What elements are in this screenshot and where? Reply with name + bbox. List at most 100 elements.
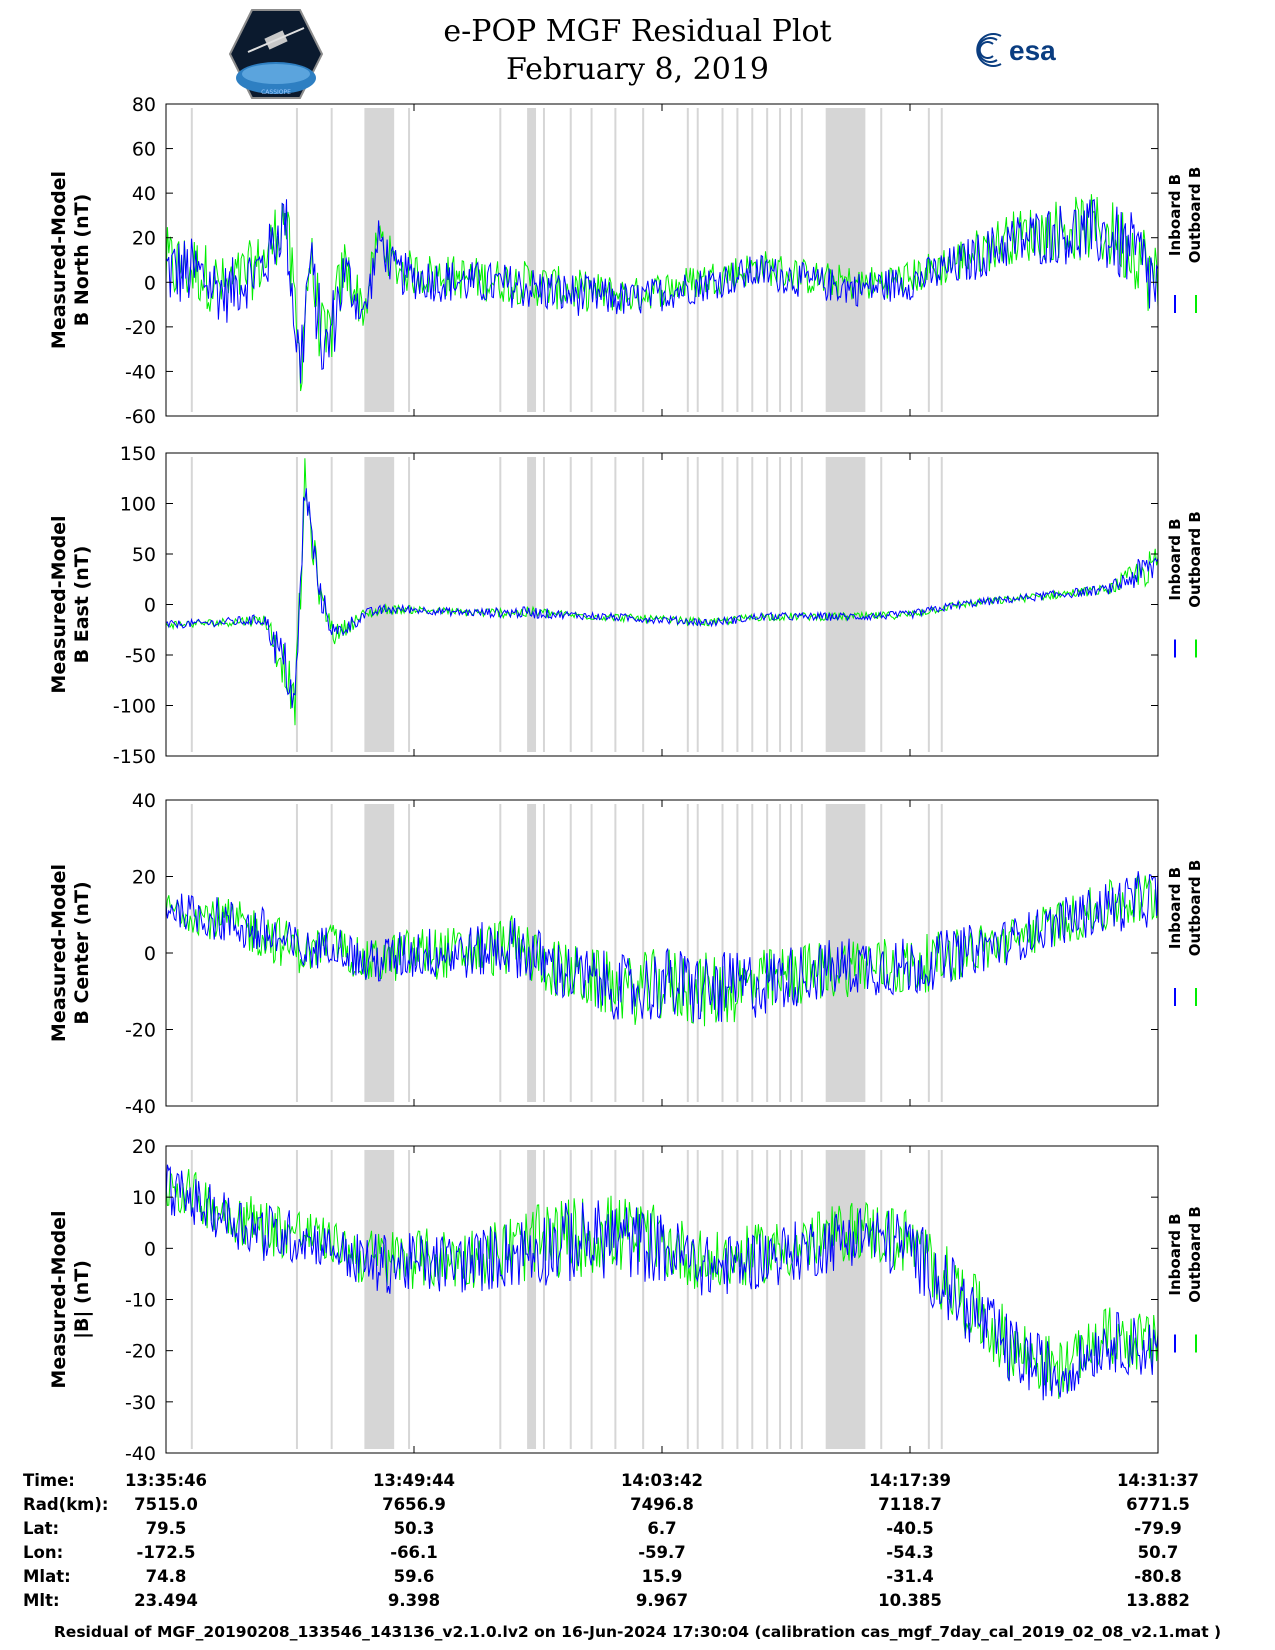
orbit-rad-value: 7515.0	[134, 1495, 198, 1514]
data-gap-band	[295, 1150, 298, 1449]
legend-inboard-label: Inboard B	[1166, 174, 1184, 256]
data-gap-band	[736, 1150, 739, 1449]
data-gap-band	[569, 1150, 572, 1449]
y-axis-label: Measured-Model	[48, 1210, 70, 1388]
plot-date: February 8, 2019	[505, 52, 769, 87]
data-gap-band	[800, 1150, 803, 1449]
y-axis-label: |B| (nT)	[71, 1260, 93, 1339]
y-tick-label: 0	[144, 595, 156, 617]
cassiope-logo: CASSIOPE	[228, 9, 324, 99]
svg-text:esa: esa	[1009, 35, 1056, 66]
legend-inboard-label: Inboard B	[1166, 867, 1184, 949]
data-gap-band	[686, 457, 689, 752]
y-axis-label: Measured-Model	[48, 171, 70, 349]
data-gap-band	[696, 457, 699, 752]
data-gap-band	[880, 108, 883, 412]
y-tick-label: -150	[113, 746, 156, 768]
data-gap-band	[499, 804, 502, 1102]
data-gap-band	[364, 1150, 395, 1449]
data-gap-band	[721, 804, 724, 1102]
data-gap-band	[542, 108, 545, 412]
data-gap-band	[721, 108, 724, 412]
data-gap-band	[789, 1150, 792, 1449]
data-gap-band	[880, 1150, 883, 1449]
orbit-rad-value: 7118.7	[878, 1495, 942, 1514]
data-gap-band	[766, 457, 769, 752]
y-tick-label: -20	[125, 1341, 156, 1363]
data-gap-band	[927, 804, 930, 1102]
data-gap-band	[614, 457, 617, 752]
data-gap-band	[569, 804, 572, 1102]
data-gap-band	[686, 804, 689, 1102]
y-tick-label: 40	[132, 183, 156, 205]
data-gap-band	[590, 1150, 593, 1449]
data-gap-band	[940, 457, 943, 752]
data-gap-band	[614, 108, 617, 412]
y-tick-label: -100	[113, 696, 156, 718]
orbit-lon-value: -172.5	[136, 1543, 195, 1562]
orbit-mlat-value: 74.8	[146, 1567, 187, 1586]
y-tick-label: 60	[132, 139, 156, 161]
y-tick-label: 150	[120, 443, 156, 465]
data-gap-band	[542, 457, 545, 752]
axes-frame	[165, 1145, 1159, 1454]
data-gap-band	[696, 1150, 699, 1449]
orbit-rad-value: 7656.9	[382, 1495, 446, 1514]
legend-inboard-label: Inboard B	[1166, 1213, 1184, 1295]
panel-4: 20 10 0 -10 -20 -30 -40 Measured-Model |B| (nT) I…	[48, 1136, 1204, 1465]
data-gap-band	[736, 457, 739, 752]
data-gap-band	[190, 804, 193, 1102]
data-gap-band	[190, 457, 193, 752]
data-gap-band	[686, 108, 689, 412]
data-gap-band	[295, 108, 298, 412]
inboard-b-trace	[165, 488, 1159, 709]
data-gap-band	[330, 1150, 333, 1449]
y-axis-label: B East (nT)	[71, 546, 93, 664]
y-tick-label: -20	[125, 317, 156, 339]
y-tick-label: -40	[125, 1443, 156, 1465]
orbit-time-value: 13:49:44	[373, 1471, 455, 1490]
legend-inboard-label: Inboard B	[1166, 518, 1184, 600]
data-gap-band	[751, 457, 754, 752]
orbit-time-value: 14:31:37	[1117, 1471, 1199, 1490]
data-gap-band	[590, 804, 593, 1102]
esa-logo: esa	[976, 33, 1056, 67]
data-gap-band	[364, 108, 395, 412]
orbit-lat-value: -79.9	[1134, 1519, 1182, 1538]
data-gap-band	[614, 804, 617, 1102]
orbit-time-value: 13:35:46	[125, 1471, 207, 1490]
inboard-b-trace	[165, 199, 1159, 384]
data-gap-band	[825, 108, 866, 412]
data-gap-band	[408, 1150, 411, 1449]
outboard-b-trace	[165, 874, 1159, 1027]
svg-text:CASSIOPE: CASSIOPE	[261, 89, 291, 96]
data-gap-band	[927, 457, 930, 752]
data-gap-band	[330, 804, 333, 1102]
data-gap-band	[789, 108, 792, 412]
data-gap-band	[800, 108, 803, 412]
data-gap-band	[800, 457, 803, 752]
y-tick-label: 20	[132, 867, 156, 889]
orbit-time-value: 14:03:42	[621, 1471, 703, 1490]
y-tick-label: 0	[144, 272, 156, 294]
data-gap-band	[779, 804, 782, 1102]
data-gap-band	[499, 108, 502, 412]
panel-1: 80 60 40 20 0 -20 -40 -60 Measured-Model B North …	[48, 94, 1204, 428]
data-gap-band	[499, 457, 502, 752]
y-tick-label: 20	[132, 228, 156, 250]
orbit-info-table: Time: Rad(km): Lat: Lon: Mlat: Mlt: 13:35:46 75…	[23, 1471, 1199, 1610]
outboard-b-trace	[165, 194, 1159, 392]
data-gap-band	[779, 1150, 782, 1449]
y-tick-label: -30	[125, 1392, 156, 1414]
data-gap-band	[642, 804, 645, 1102]
inboard-b-trace	[165, 1164, 1159, 1401]
data-gap-band	[721, 457, 724, 752]
orbit-mlt-value: 9.398	[388, 1591, 440, 1610]
data-gap-band	[825, 1150, 866, 1449]
data-gap-band	[527, 457, 537, 752]
data-gap-band	[800, 804, 803, 1102]
data-gap-band	[751, 1150, 754, 1449]
data-gap-band	[789, 457, 792, 752]
y-tick-label: -60	[125, 406, 156, 428]
